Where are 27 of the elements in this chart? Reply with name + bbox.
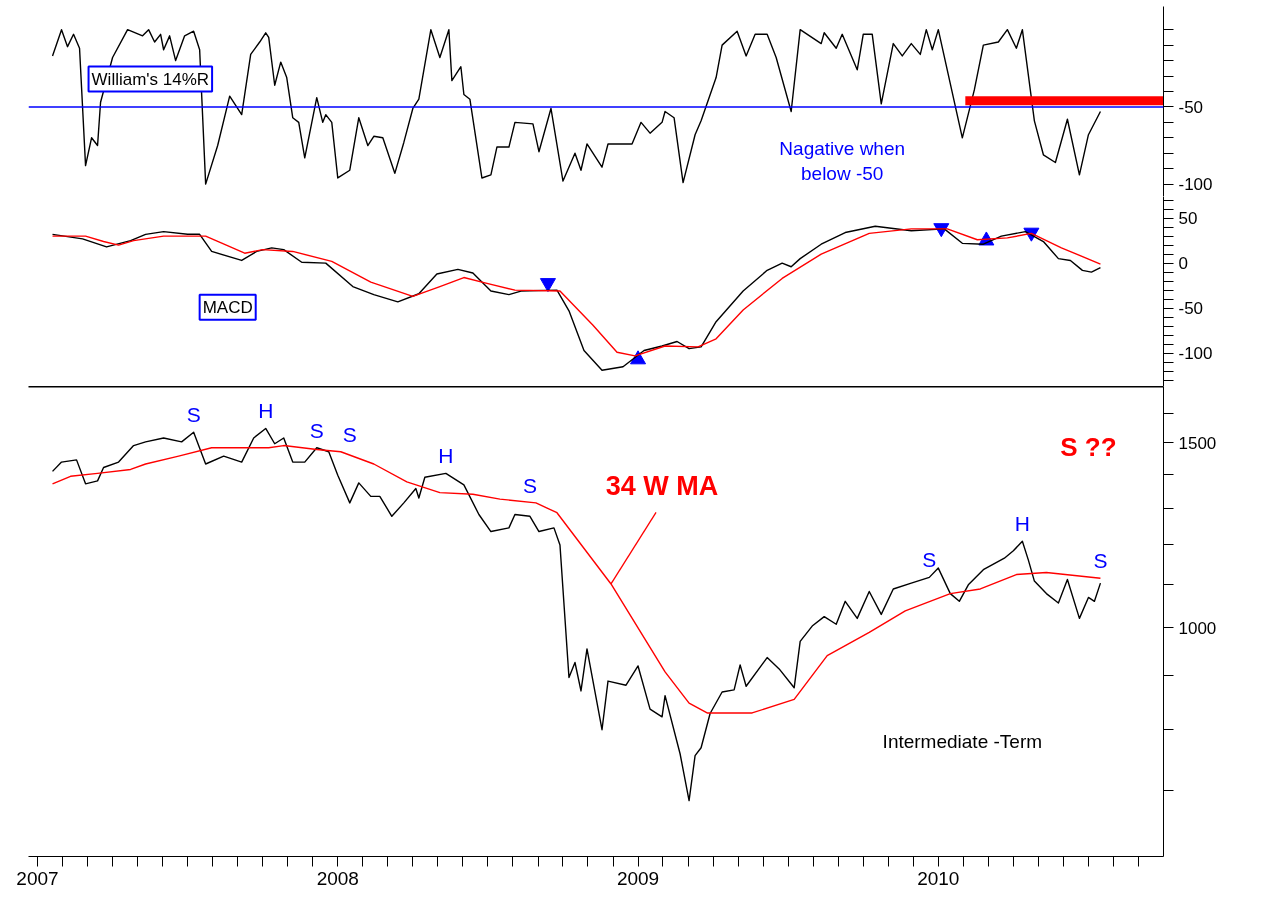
annotation: S (522, 473, 537, 497)
annotation: S (922, 548, 937, 572)
annotation: MACD (202, 297, 253, 317)
y-tick-label: 1500 (1178, 433, 1217, 453)
annotation: S ?? (1060, 431, 1117, 462)
y-tick-label: 1000 (1178, 618, 1217, 638)
annotation: Nagative when below -50 (779, 137, 906, 185)
annotation: S (309, 418, 324, 442)
annotation: Intermediate -Term (882, 730, 1043, 752)
y-tick-label: 0 (1178, 254, 1188, 274)
y-tick-label: 50 (1178, 209, 1198, 229)
x-tick-label: 2008 (316, 867, 359, 889)
x-tick-label: 2009 (616, 867, 660, 889)
y-tick-label: -100 (1178, 344, 1213, 364)
annotation: S (342, 422, 357, 446)
y-tick-label: -50 (1178, 299, 1204, 319)
annotation: H (1014, 512, 1030, 536)
annotation: H (258, 399, 274, 423)
y-tick-label: -100 (1178, 175, 1213, 195)
annotation: S (186, 403, 201, 427)
annotation: S (1093, 549, 1108, 573)
y-tick-label: -50 (1178, 97, 1204, 117)
annotation: H (438, 444, 454, 468)
annotation: 34 W MA (605, 470, 719, 501)
annotation: William's 14%R (91, 69, 210, 89)
x-tick-label: 2007 (16, 867, 59, 889)
x-tick-label: 2010 (917, 867, 960, 889)
